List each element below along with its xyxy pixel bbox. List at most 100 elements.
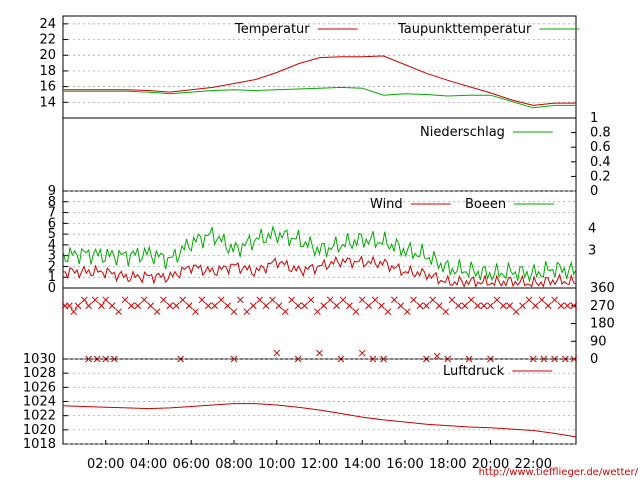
- legend-label-temperatur: Temperatur: [234, 22, 310, 37]
- direction-point: [512, 308, 520, 316]
- series-line-boeen: [62, 225, 577, 283]
- series-line-luftdruck: [62, 403, 577, 438]
- series-line-taupunkttemperatur: [63, 86, 576, 109]
- direction-point: [160, 296, 167, 304]
- legend-label-niederschlag: Niederschlag: [420, 125, 505, 140]
- y-tick-label: 1020: [23, 423, 56, 438]
- x-tick-label: 20:00: [472, 457, 509, 472]
- y-tick-label: 16: [39, 80, 56, 95]
- y-tick-label: 1: [48, 270, 56, 285]
- y-tick-label: 8: [48, 195, 56, 210]
- direction-point: [551, 296, 558, 304]
- direction-point: [98, 302, 105, 310]
- y-tick-label: 0.6: [590, 140, 611, 155]
- x-tick-label: 12:00: [301, 457, 338, 472]
- right-tick-label: 3: [588, 243, 596, 258]
- y-tick-label: 24: [39, 17, 56, 32]
- direction-point: [358, 296, 366, 304]
- direction-point: [499, 302, 507, 310]
- y-tick-label: 180: [590, 317, 615, 332]
- direction-point: [474, 302, 482, 310]
- legend-label-wind: Wind: [370, 197, 403, 212]
- direction-point: [467, 296, 475, 304]
- y-tick-label: 9: [48, 184, 56, 199]
- direction-point: [358, 349, 366, 357]
- direction-point: [320, 302, 328, 310]
- direction-point: [91, 296, 99, 304]
- direction-point: [179, 296, 187, 304]
- y-tick-label: 1030: [23, 352, 56, 367]
- direction-point: [147, 302, 154, 310]
- direction-point: [480, 302, 488, 310]
- direction-point: [390, 296, 398, 304]
- x-tick-label: 04:00: [130, 457, 167, 472]
- y-tick-label: 6: [48, 216, 56, 231]
- direction-point: [81, 296, 88, 304]
- x-tick-label: 10:00: [258, 457, 295, 472]
- direction-point: [371, 296, 379, 304]
- legend-label-taupunkttemperatur: Taupunkttemperatur: [397, 22, 532, 37]
- direction-point: [429, 296, 437, 304]
- series-line-wind: [62, 255, 577, 288]
- y-tick-label: 360: [590, 281, 615, 296]
- x-tick-label: 02:00: [87, 457, 124, 472]
- y-tick-label: 1018: [23, 437, 56, 452]
- series-line-temperatur: [63, 55, 576, 106]
- direction-point: [256, 296, 264, 304]
- direction-point: [564, 302, 571, 310]
- direction-point: [102, 296, 110, 304]
- direction-point: [378, 302, 385, 310]
- direction-point: [384, 308, 392, 316]
- direction-point: [314, 308, 321, 316]
- direction-point: [433, 352, 441, 360]
- direction-point: [281, 308, 289, 316]
- y-tick-label: 1022: [23, 409, 56, 424]
- direction-point: [211, 302, 219, 310]
- y-tick-label: 20: [39, 48, 56, 63]
- y-tick-label: 2: [48, 259, 56, 274]
- y-tick-label: 1: [590, 111, 598, 126]
- direction-point: [397, 302, 405, 310]
- direction-point: [273, 349, 281, 357]
- direction-point: [461, 302, 469, 310]
- direction-point: [230, 308, 238, 316]
- direction-point: [85, 302, 93, 310]
- direction-point: [166, 302, 174, 310]
- y-tick-label: 1028: [23, 366, 56, 381]
- direction-point: [519, 302, 526, 310]
- direction-point: [455, 302, 462, 310]
- direction-point: [224, 302, 231, 310]
- legend-label-luftdruck: Luftdruck: [443, 364, 505, 379]
- y-tick-label: 0: [590, 184, 598, 199]
- y-tick-label: 90: [590, 334, 607, 349]
- direction-point: [538, 296, 546, 304]
- x-tick-label: 16:00: [386, 457, 423, 472]
- direction-point: [442, 308, 449, 316]
- direction-point: [346, 302, 353, 310]
- direction-point: [204, 302, 212, 310]
- y-tick-label: 0.4: [590, 155, 611, 170]
- direction-point: [192, 308, 199, 316]
- direction-point: [326, 296, 334, 304]
- direction-point: [262, 302, 270, 310]
- direction-point: [506, 302, 514, 310]
- x-tick-label: 14:00: [344, 457, 381, 472]
- direction-point: [307, 296, 315, 304]
- direction-point: [532, 302, 539, 310]
- y-tick-label: 4: [48, 238, 56, 253]
- y-tick-label: 0.8: [590, 126, 611, 141]
- direction-point: [121, 296, 129, 304]
- direction-point: [172, 302, 180, 310]
- direction-point: [416, 302, 424, 310]
- direction-point: [525, 296, 533, 304]
- direction-point: [128, 302, 135, 310]
- x-tick-label: 06:00: [173, 457, 210, 472]
- direction-point: [339, 296, 347, 304]
- direction-point: [70, 308, 78, 316]
- direction-point: [423, 302, 430, 310]
- direction-point: [288, 296, 296, 304]
- direction-point: [301, 302, 308, 310]
- y-tick-label: 7: [48, 206, 56, 221]
- direction-point: [410, 296, 417, 304]
- direction-point: [352, 308, 360, 316]
